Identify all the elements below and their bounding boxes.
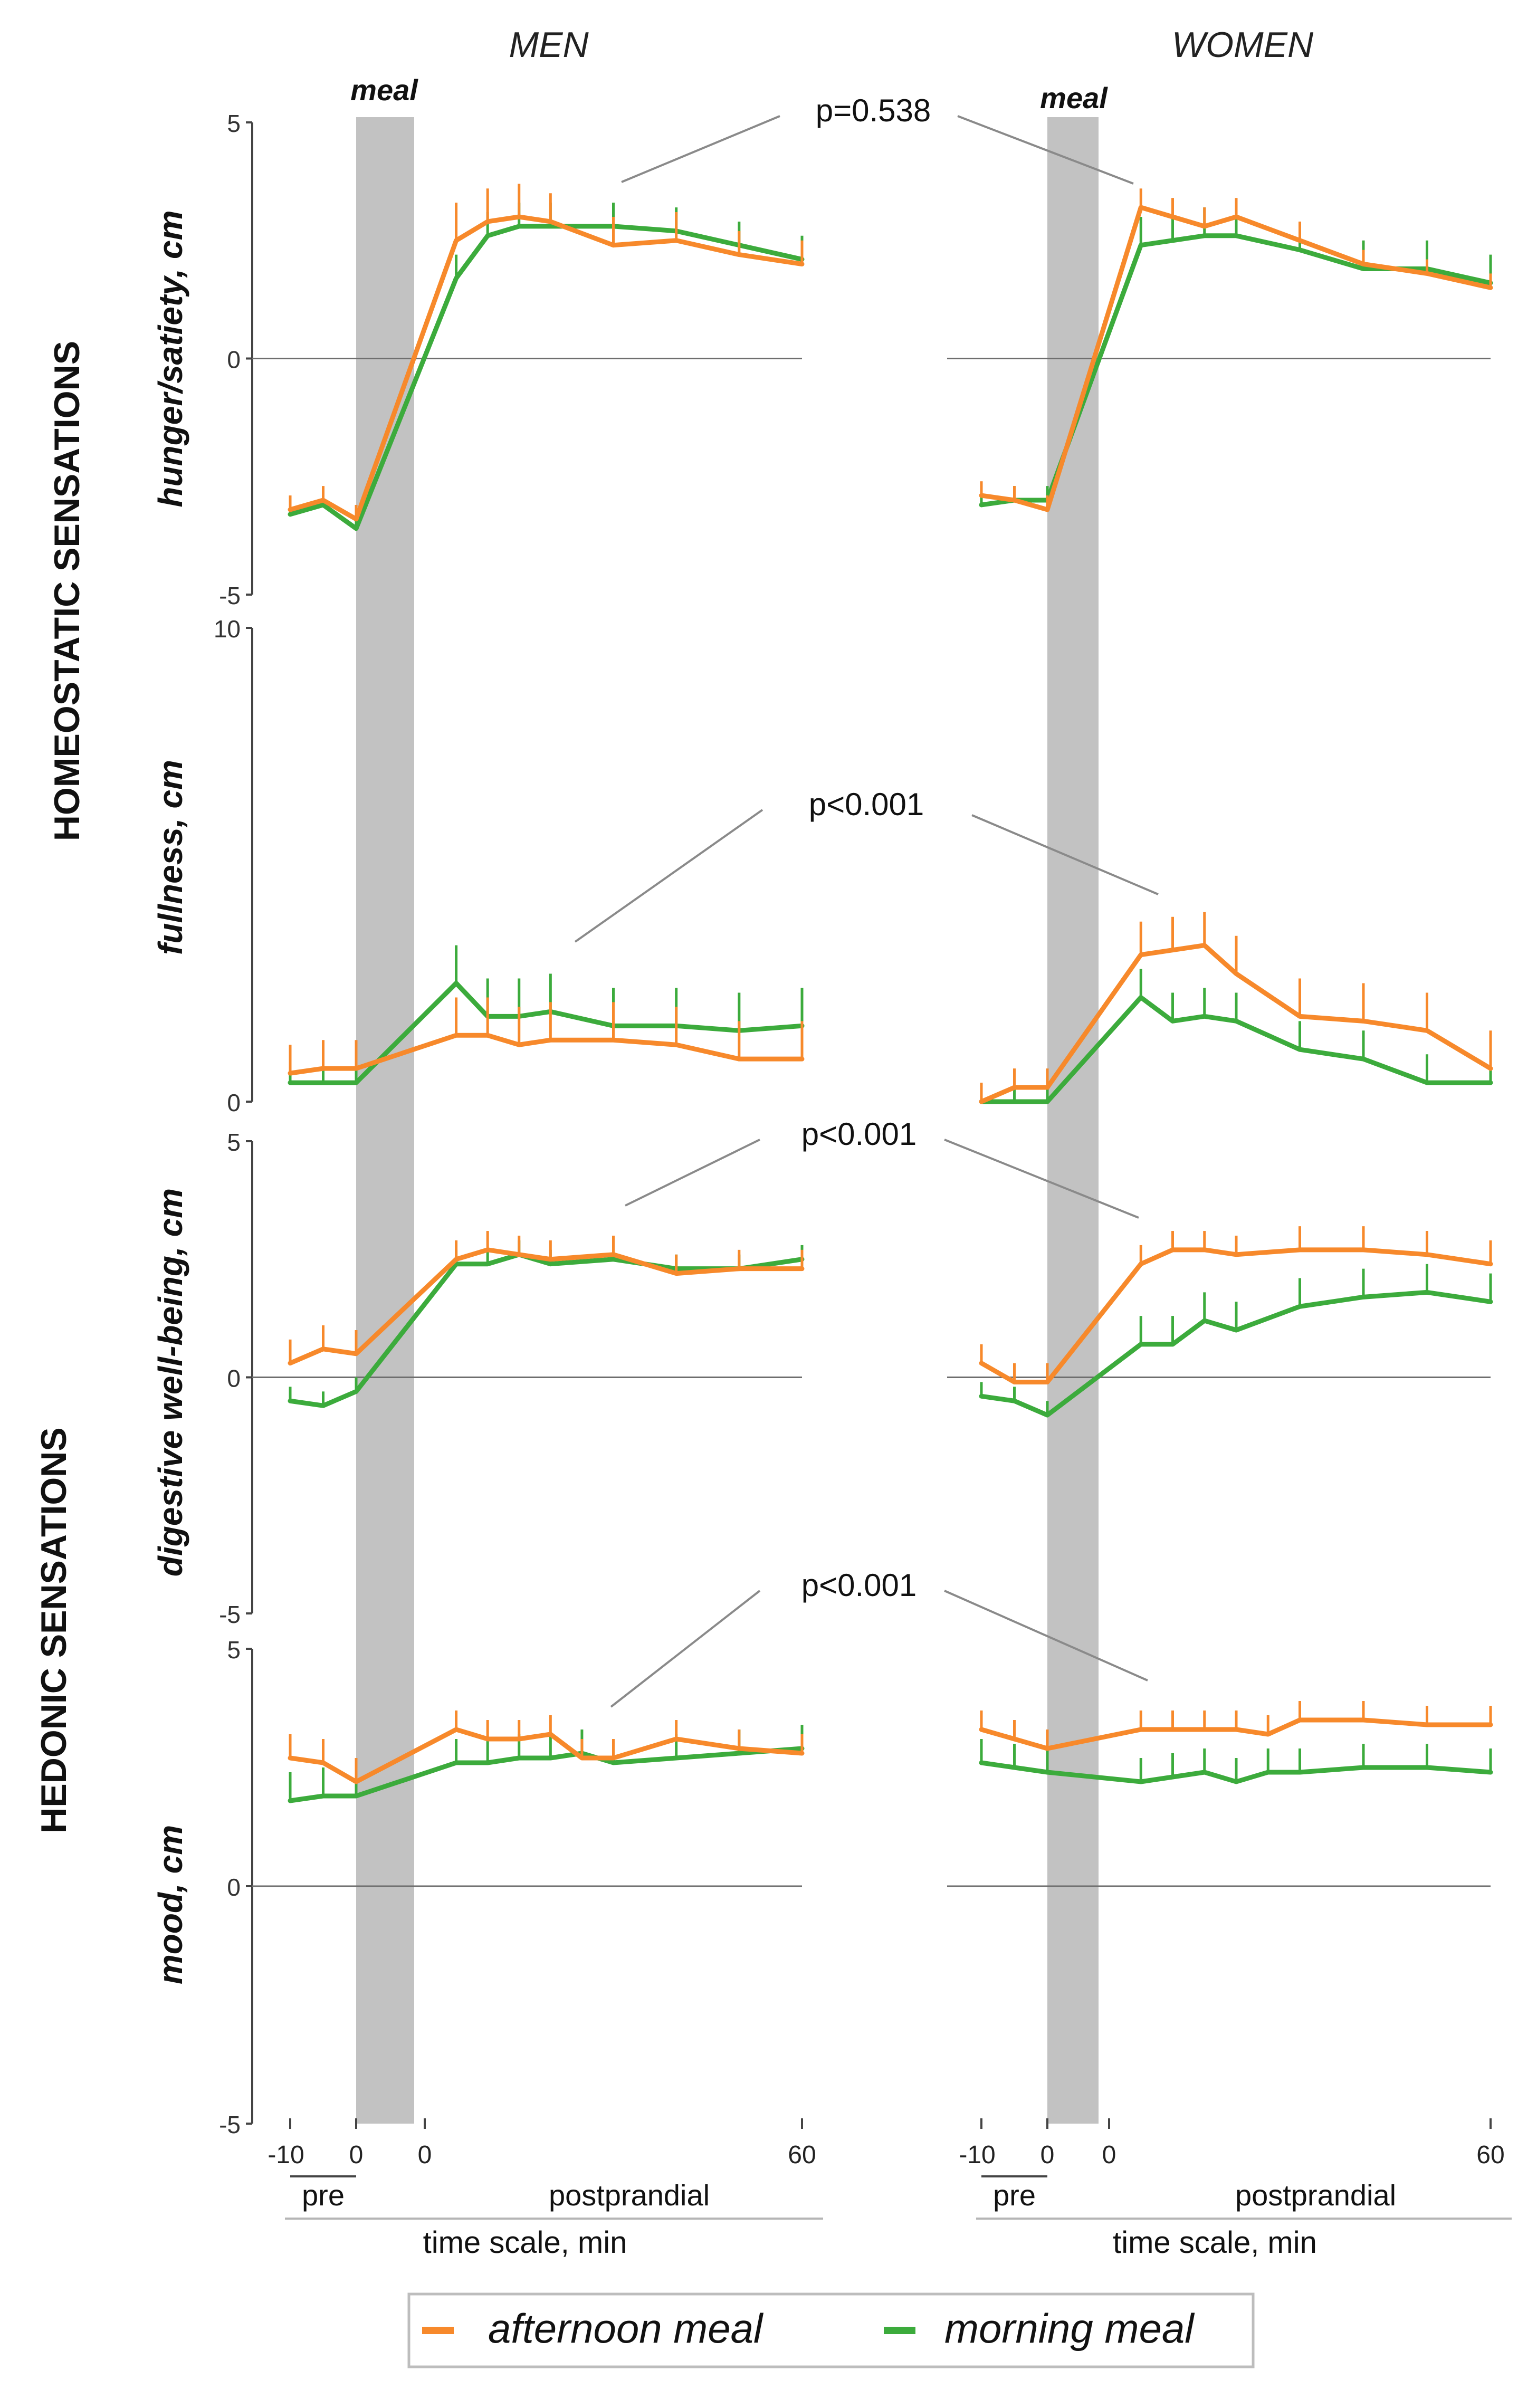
meal-bands (356, 117, 1099, 2124)
series-line-afternoon-mood-men (288, 1727, 805, 1784)
panel-mood-men (288, 1711, 805, 1803)
annotation-pointer-mood-1 (944, 1590, 1148, 1681)
panel-mood-women (979, 1701, 1493, 1784)
panel-hunger-men (288, 184, 805, 531)
y-tick-label-mood-0: 5 (227, 1636, 241, 1664)
time-tick-label-men-2: 0 (418, 2141, 432, 2169)
panel-fullness-women (979, 912, 1493, 1104)
meal-band-men (356, 117, 414, 2124)
postprandial-label-men: postprandial (549, 2178, 710, 2212)
legend: afternoon meal morning meal (407, 2292, 1255, 2368)
time-tick-label-women-2: 0 (1102, 2141, 1116, 2169)
annotation-pointer-digestive-0 (625, 1139, 760, 1207)
chart-panels: 5 0 -5 10 0 5 0 -5 5 0 -5 (214, 110, 1493, 2138)
time-axis-women: -10 0 0 60 pre postprandial time scale, min (959, 2118, 1512, 2260)
y-tick-label-fullness-1: 0 (227, 1089, 241, 1116)
time-axis-men: -10 0 0 60 pre postprandial time scale, min (268, 2118, 823, 2260)
y-tick-label-digestive-0: 5 (227, 1129, 241, 1156)
annotation-pointer-digestive-1 (944, 1139, 1139, 1219)
time-tick-label-women-3: 60 (1476, 2141, 1504, 2169)
y-tick-label-digestive-1: 0 (227, 1365, 241, 1392)
series-line-morning-mood-men (288, 1746, 805, 1803)
meal-band-women (1047, 117, 1099, 2124)
annotation-pointer-fullness-0 (574, 809, 763, 943)
annotation-pointer-fullness-1 (971, 814, 1159, 895)
panel-fullness-men (288, 945, 805, 1085)
scale-label-women: time scale, min (1113, 2225, 1317, 2260)
annotation-digestive: p<0.001 (801, 1116, 917, 1152)
ylabel-mood: mood, cm (151, 1825, 189, 1984)
panel-hunger-women (979, 188, 1493, 512)
series-line-afternoon-mood-women (979, 1717, 1493, 1751)
ylabel-digestive: digestive well-being, cm (151, 1188, 189, 1576)
legend-box (407, 2292, 1255, 2368)
legend-label-morning: morning meal (944, 2305, 1195, 2352)
meal-label-men: meal (350, 73, 418, 107)
time-tick-label-women-1: 0 (1040, 2141, 1055, 2169)
y-tick-label-mood-1: 0 (227, 1874, 241, 1901)
row-labels: hunger/satiety, cm fullness, cm digestive … (151, 210, 189, 1984)
panel-digestive-men (288, 1231, 805, 1408)
annotation-pointer-hunger-1 (957, 115, 1134, 185)
annotation-pointer-hunger-0 (621, 115, 780, 183)
time-tick-label-men-0: -10 (268, 2141, 304, 2169)
ylabel-fullness: fullness, cm (151, 760, 189, 955)
time-tick-label-men-3: 60 (788, 2141, 816, 2169)
legend-label-afternoon: afternoon meal (488, 2305, 764, 2352)
y-tick-label-mood-2: -5 (219, 2111, 241, 2138)
scale-label-men: time scale, min (423, 2225, 627, 2260)
time-tick-label-women-0: -10 (959, 2141, 995, 2169)
p-value-annotations: p=0.538 p<0.001 p<0.001 p<0.001 (574, 93, 1159, 1708)
series-line-morning-mood-women (979, 1760, 1493, 1784)
column-title-men: MEN (509, 25, 589, 65)
time-tick-label-men-1: 0 (349, 2141, 364, 2169)
group-label-hedonic: HEDONIC SENSATIONS (34, 1427, 74, 1833)
y-tick-label-digestive-2: -5 (219, 1601, 241, 1628)
postprandial-label-women: postprandial (1235, 2178, 1396, 2212)
panel-digestive-women (979, 1226, 1493, 1418)
ylabel-hunger: hunger/satiety, cm (151, 210, 189, 507)
annotation-pointer-mood-0 (610, 1590, 761, 1708)
y-tick-label-fullness-0: 10 (214, 615, 241, 643)
pre-label-women: pre (993, 2178, 1036, 2212)
annotation-fullness: p<0.001 (809, 787, 924, 822)
annotation-mood: p<0.001 (801, 1568, 917, 1603)
meal-label-women: meal (1040, 81, 1108, 114)
annotation-hunger: p=0.538 (816, 93, 931, 128)
column-title-women: WOMEN (1172, 25, 1314, 65)
y-tick-label-hunger-0: 5 (227, 110, 241, 137)
group-label-homeostatic: HOMEOSTATIC SENSATIONS (47, 341, 87, 841)
y-tick-label-hunger-2: -5 (219, 582, 241, 609)
pre-label-men: pre (302, 2178, 345, 2212)
y-tick-label-hunger-1: 0 (227, 346, 241, 374)
